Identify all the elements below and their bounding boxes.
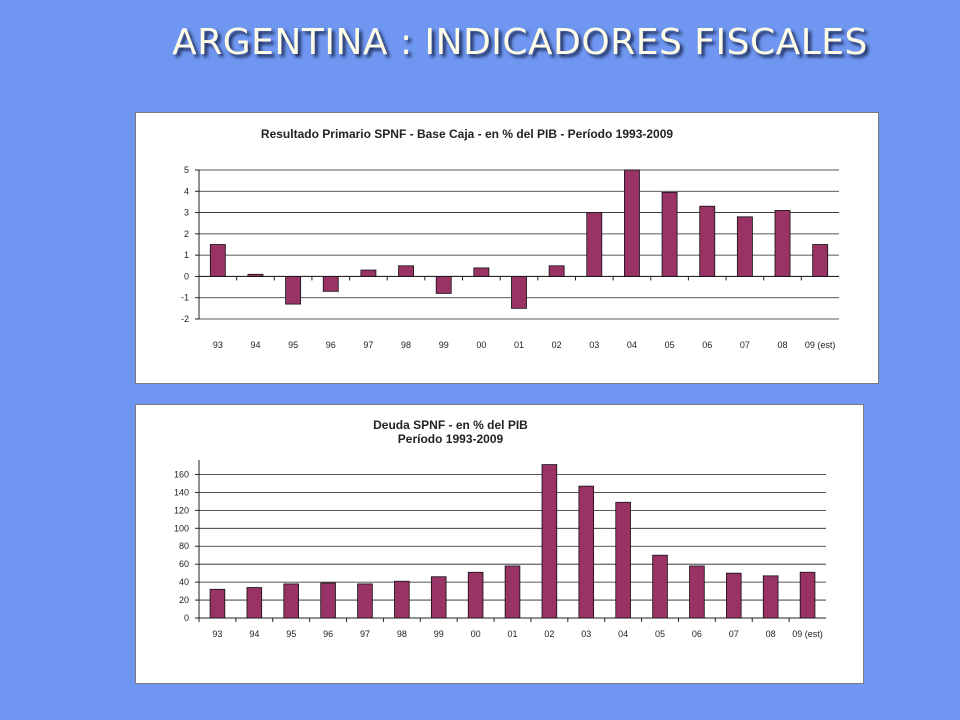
primary-balance-y-tick-label: 2 — [184, 229, 189, 239]
primary-balance-bar — [736, 216, 753, 277]
debt-bar — [430, 576, 447, 619]
primary-balance-bar — [435, 276, 452, 294]
primary-balance-y-tick-label: 4 — [184, 186, 189, 196]
debt-y-tick-label: 80 — [179, 541, 189, 551]
debt-x-tick-label: 03 — [581, 629, 591, 639]
debt-chart-title-line1: Deuda SPNF - en % del PIB — [373, 418, 528, 432]
primary-balance-bar — [699, 205, 716, 277]
debt-x-tick-label: 07 — [729, 629, 739, 639]
debt-x-tick-label: 93 — [212, 629, 222, 639]
primary-balance-bar — [473, 267, 490, 277]
primary-balance-x-tick-label: 03 — [589, 340, 599, 350]
debt-chart-title: Deuda SPNF - en % del PIB Período 1993-2… — [87, 418, 814, 446]
primary-balance-bar — [398, 265, 414, 277]
primary-balance-chart-panel: Resultado Primario SPNF - Base Caja - en… — [135, 112, 879, 384]
debt-bar — [762, 575, 779, 619]
debt-bar — [541, 464, 558, 619]
debt-bar — [615, 501, 631, 619]
debt-y-tick-label: 60 — [179, 559, 189, 569]
primary-balance-x-tick-label: 01 — [514, 340, 524, 350]
primary-balance-x-tick-label: 07 — [740, 340, 750, 350]
primary-balance-bar — [209, 244, 226, 277]
debt-x-tick-label: 05 — [655, 629, 665, 639]
debt-x-tick-label: 95 — [286, 629, 296, 639]
primary-balance-bar — [586, 212, 603, 277]
primary-balance-x-tick-label: 93 — [213, 340, 223, 350]
primary-balance-x-tick-label: 05 — [665, 340, 675, 350]
primary-balance-x-tick-label: 95 — [288, 340, 298, 350]
primary-balance-y-tick-label: -1 — [181, 293, 189, 303]
primary-balance-bar — [812, 244, 829, 277]
primary-balance-x-tick-label: 02 — [552, 340, 562, 350]
primary-balance-x-tick-label: 09 (est) — [805, 340, 836, 350]
primary-balance-y-tick-label: 1 — [184, 250, 189, 260]
debt-x-tick-label: 06 — [692, 629, 702, 639]
debt-chart-panel: Deuda SPNF - en % del PIB Período 1993-2… — [135, 404, 864, 684]
debt-bar — [578, 485, 595, 619]
debt-x-tick-label: 02 — [544, 629, 554, 639]
primary-balance-bar — [548, 265, 565, 277]
debt-bar — [799, 571, 816, 619]
debt-bar — [652, 554, 668, 619]
primary-balance-bar — [285, 276, 302, 305]
debt-bar — [726, 572, 742, 619]
debt-bar — [320, 582, 336, 619]
primary-balance-bar — [661, 191, 678, 277]
debt-y-tick-label: 40 — [179, 577, 189, 587]
debt-x-tick-label: 94 — [249, 629, 259, 639]
debt-bar — [246, 587, 263, 619]
primary-balance-chart-title: Resultado Primario SPNF - Base Caja - en… — [260, 127, 674, 141]
primary-balance-y-tick-label: 3 — [184, 208, 189, 218]
debt-x-tick-label: 01 — [507, 629, 517, 639]
debt-bar — [394, 580, 410, 619]
debt-y-tick-label: 140 — [174, 487, 189, 497]
debt-x-tick-label: 99 — [434, 629, 444, 639]
primary-balance-x-tick-label: 06 — [702, 340, 712, 350]
debt-y-tick-label: 20 — [179, 595, 189, 605]
debt-y-tick-label: 0 — [184, 613, 189, 623]
primary-balance-bar — [624, 169, 640, 277]
debt-x-tick-label: 96 — [323, 629, 333, 639]
primary-balance-chart: 5 4 3 2 1 0 -1 -2 93 94 95 96 97 98 99 00 01 02 03 04 05 06 07… — [181, 165, 839, 350]
debt-bar — [467, 571, 484, 619]
debt-bar — [209, 588, 226, 619]
debt-y-tick-label: 160 — [174, 469, 189, 479]
debt-chart-title-line2: Período 1993-2009 — [397, 432, 504, 446]
debt-x-tick-label: 08 — [766, 629, 776, 639]
primary-balance-x-tick-label: 96 — [326, 340, 336, 350]
debt-x-tick-label: 98 — [397, 629, 407, 639]
debt-bar — [689, 565, 705, 619]
debt-bar — [357, 583, 373, 619]
debt-y-tick-label: 100 — [174, 523, 189, 533]
primary-balance-y-tick-label: 5 — [184, 165, 189, 175]
debt-y-tick-label: 120 — [174, 505, 189, 515]
primary-balance-x-tick-label: 97 — [363, 340, 373, 350]
primary-balance-bar — [360, 269, 377, 277]
primary-balance-bar — [247, 273, 264, 277]
primary-balance-y-tick-label: -2 — [181, 314, 189, 324]
primary-balance-x-tick-label: 00 — [476, 340, 486, 350]
primary-balance-bar — [774, 210, 791, 277]
primary-balance-x-tick-label: 04 — [627, 340, 637, 350]
debt-bar — [283, 583, 299, 619]
primary-balance-x-tick-label: 99 — [439, 340, 449, 350]
primary-balance-y-tick-label: 0 — [184, 271, 189, 281]
debt-bar — [504, 565, 521, 619]
slide-title: ARGENTINA : INDICADORES FISCALES — [172, 22, 868, 63]
primary-balance-x-tick-label: 98 — [401, 340, 411, 350]
debt-x-tick-label: 09 (est) — [792, 629, 823, 639]
primary-balance-x-tick-label: 94 — [250, 340, 260, 350]
debt-chart: 160 140 120 100 80 60 40 20 0 93 94 95 96 97 98 99 00 01 0… — [174, 460, 826, 639]
primary-balance-x-tick-label: 08 — [778, 340, 788, 350]
primary-balance-bar — [322, 276, 339, 292]
primary-balance-bar — [511, 276, 527, 309]
debt-x-tick-label: 04 — [618, 629, 628, 639]
debt-x-tick-label: 97 — [360, 629, 370, 639]
debt-x-tick-label: 00 — [471, 629, 481, 639]
